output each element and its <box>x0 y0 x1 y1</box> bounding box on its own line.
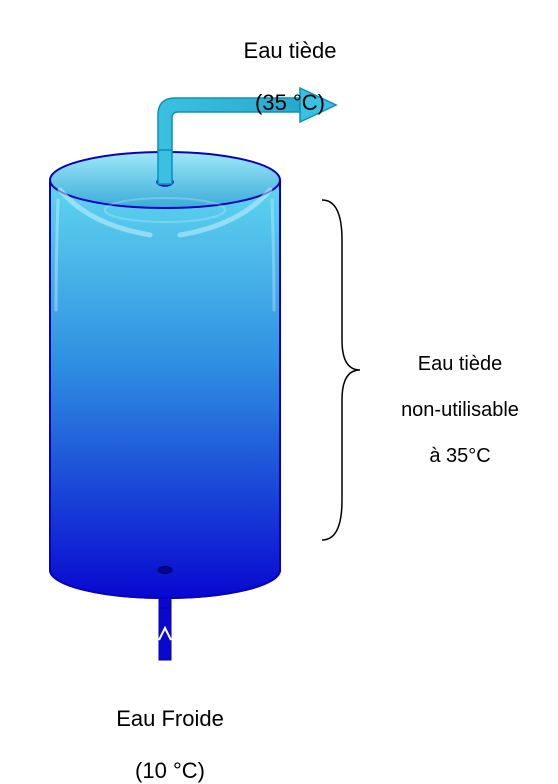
label-top-line1: Eau tiède <box>244 38 337 63</box>
label-bottom-line2: (10 °C) <box>135 758 205 783</box>
label-right-line1: Eau tiède <box>418 353 503 375</box>
label-right-line2: non-utilisable <box>401 399 519 421</box>
cylinder-body <box>50 180 280 598</box>
curly-brace <box>322 200 360 540</box>
label-right: Eau tiède non-utilisable à 35°C <box>370 330 550 468</box>
label-top: Eau tiède (35 °C) <box>200 12 380 116</box>
bottom-pipe-hole <box>158 567 172 574</box>
label-top-line2: (35 °C) <box>255 90 325 115</box>
label-right-line3: à 35°C <box>429 445 490 467</box>
outlet-stub <box>158 150 172 184</box>
label-bottom: Eau Froide (10 °C) <box>70 680 270 784</box>
label-bottom-line1: Eau Froide <box>116 706 224 731</box>
